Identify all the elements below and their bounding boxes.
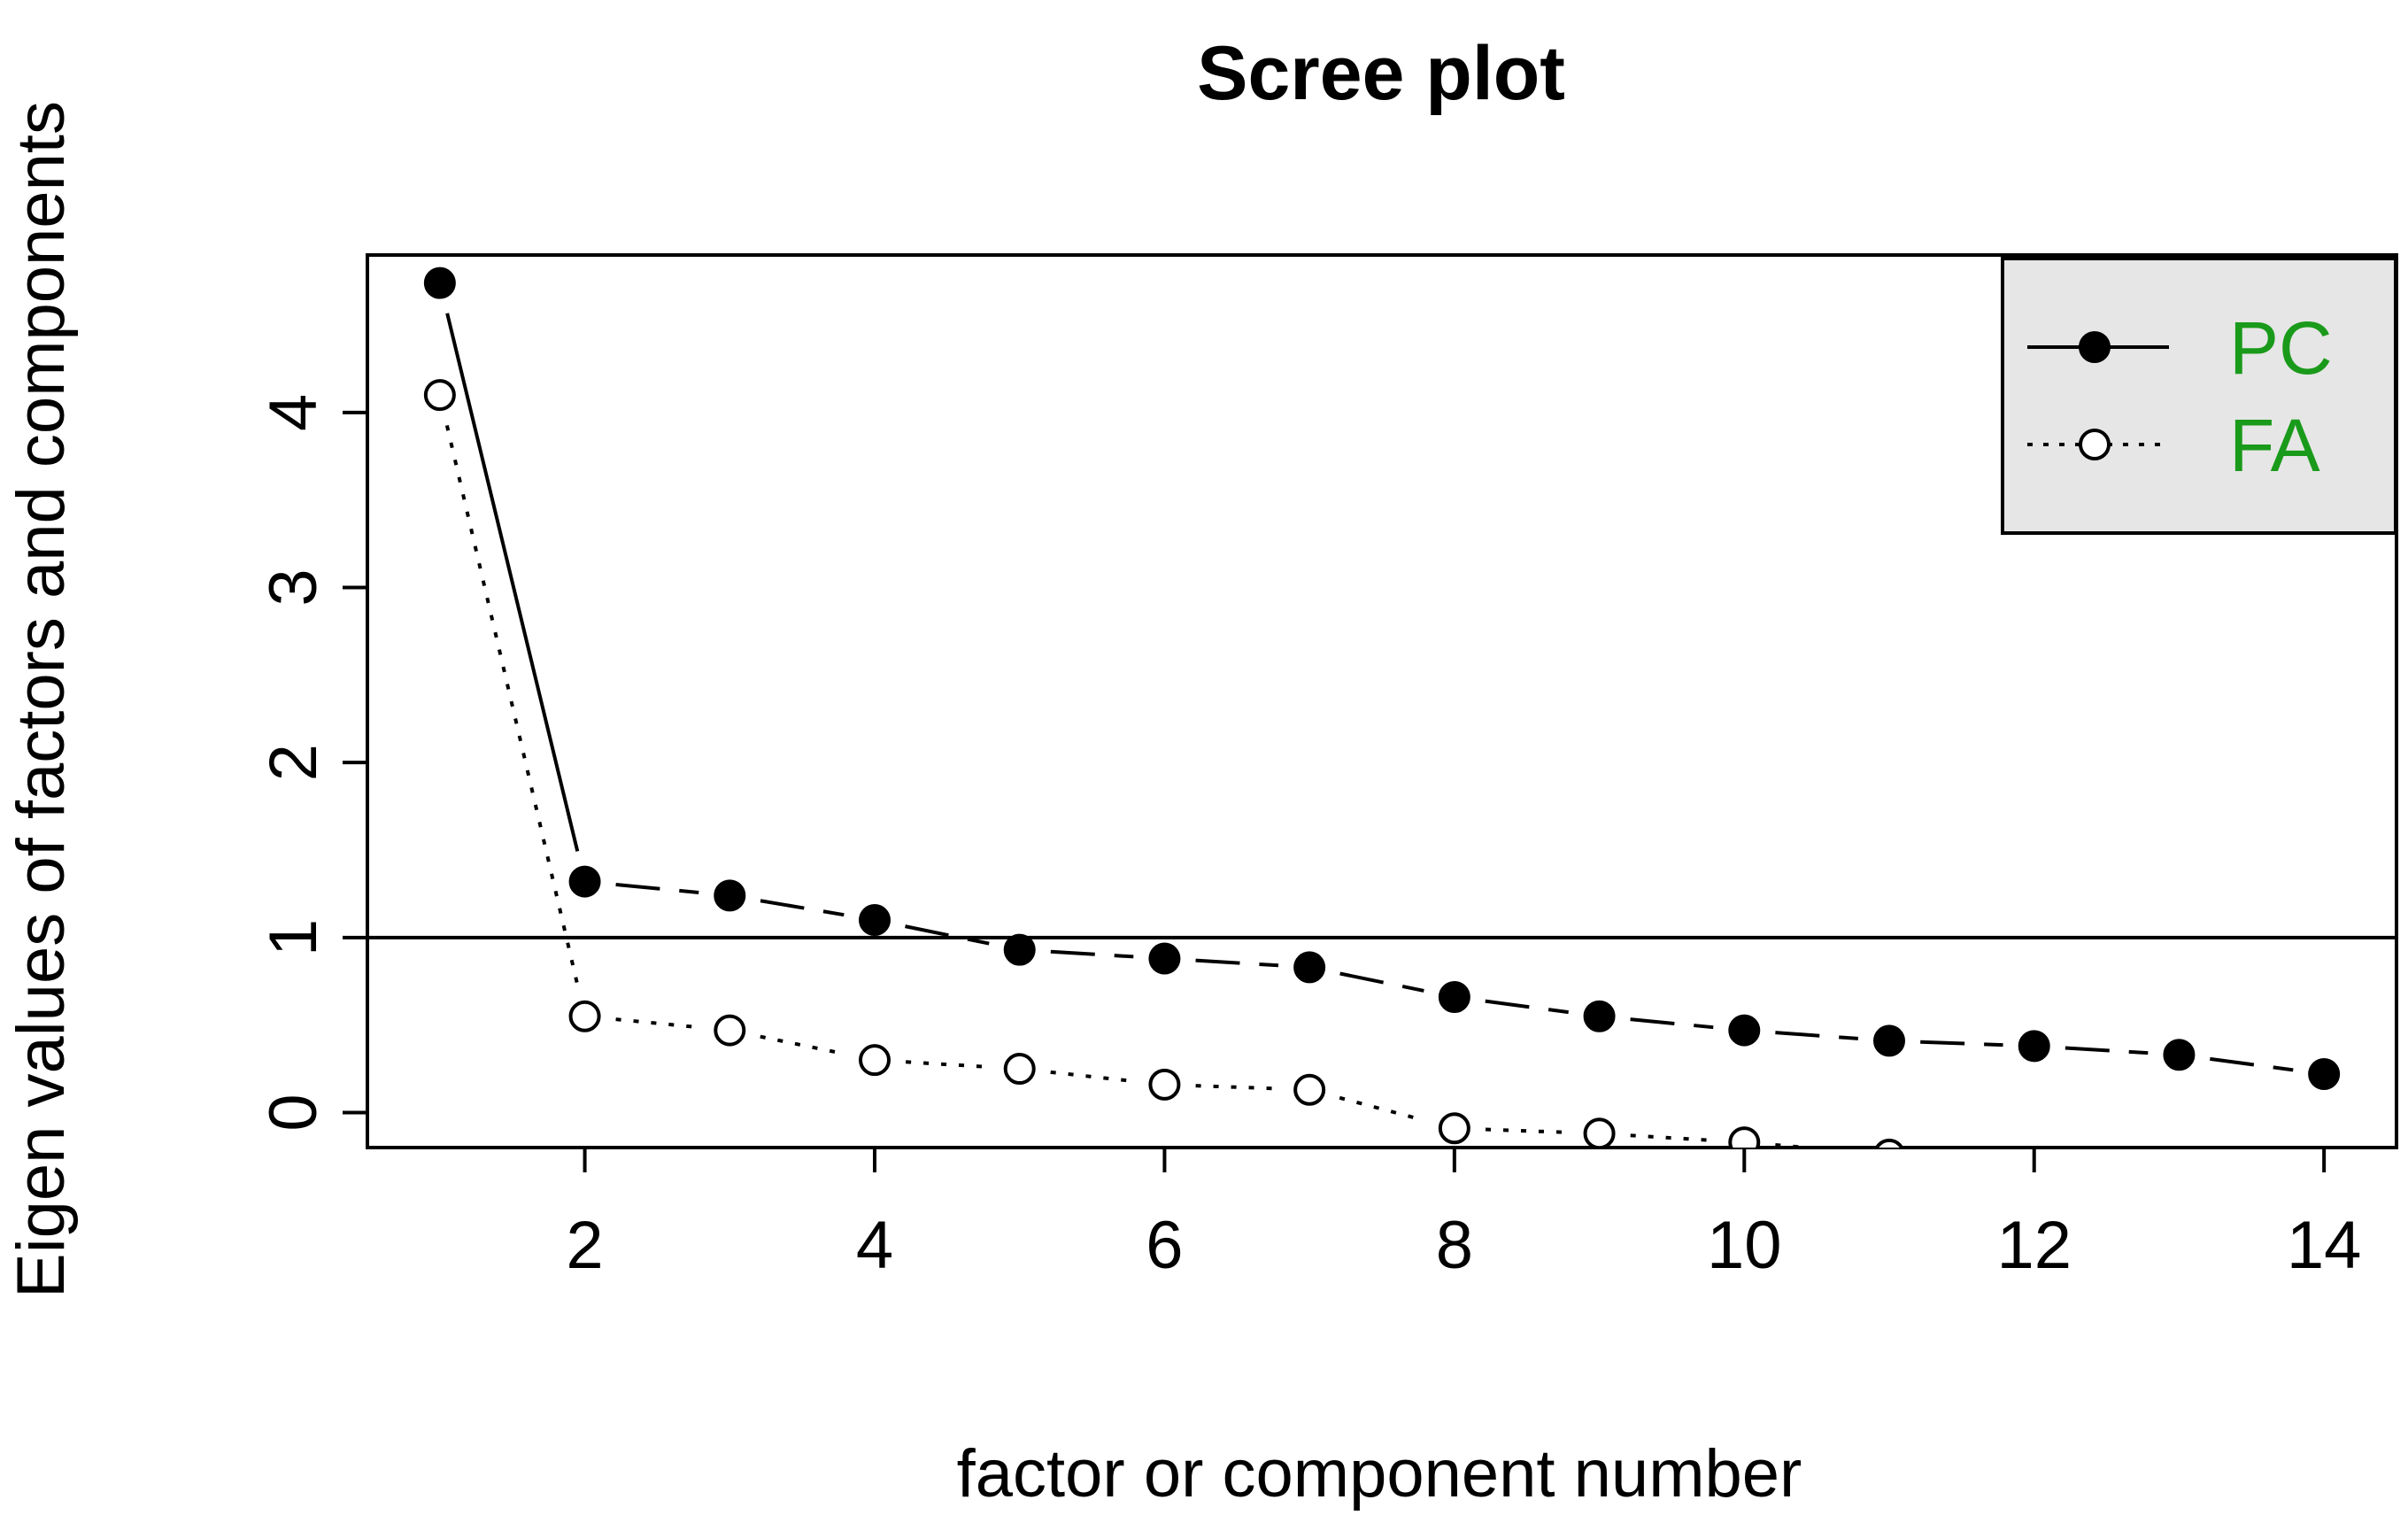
legend-fa-label: FA (2229, 404, 2320, 487)
y-tick-label: 1 (256, 919, 331, 956)
pc-point (1873, 1024, 1905, 1057)
pc-segment (905, 924, 990, 946)
legend: PC FA (2001, 257, 2397, 535)
fa-point (1874, 1138, 1904, 1148)
pc-point (1728, 1014, 1761, 1047)
pc-segment (1920, 1040, 2003, 1048)
x-axis: 2 4 6 8 10 12 14 (566, 1148, 2361, 1283)
legend-fa-marker (2079, 429, 2111, 460)
fa-point (1583, 1117, 1616, 1148)
fa-segment (1050, 1070, 1134, 1084)
fa-point (1728, 1126, 1761, 1148)
fa-segment (1920, 1156, 2003, 1163)
fa-segment (906, 1060, 989, 1069)
pc-point (1003, 933, 1036, 966)
pc-segment (1339, 971, 1424, 993)
fa-point (2165, 1162, 2193, 1190)
fa-point (1003, 1053, 1036, 1086)
fa-segment (1195, 1084, 1279, 1091)
fa-point (1438, 1112, 1470, 1145)
pc-segment (1050, 949, 1134, 959)
pc-segment (2210, 1056, 2294, 1072)
fa-segment (2065, 1167, 2148, 1173)
fa-point (2310, 1171, 2338, 1200)
pc-point (1438, 981, 1470, 1014)
y-tick-label: 4 (256, 394, 331, 431)
pc-segment (615, 882, 699, 894)
fa-point (714, 1014, 746, 1047)
fa-point (568, 1000, 601, 1032)
pc-segment (1195, 958, 1279, 968)
fa-segment (760, 1034, 845, 1056)
x-tick-label: 6 (1146, 1208, 1183, 1283)
pc-point (1148, 942, 1181, 975)
pc-point (2163, 1039, 2196, 1071)
x-tick-label: 4 (856, 1208, 893, 1283)
series-group (423, 267, 2341, 1200)
x-tick-label: 8 (1436, 1208, 1473, 1283)
pc-point (1293, 951, 1326, 984)
fa-segment (444, 424, 580, 986)
fa-segment (2211, 1178, 2293, 1184)
fa-point (423, 379, 456, 412)
chart-title: Scree plot (1197, 31, 1565, 116)
y-tick-label: 3 (256, 568, 331, 606)
fa-segment (1485, 1127, 1569, 1134)
x-tick-label: 14 (2287, 1208, 2362, 1283)
pc-point (859, 904, 891, 937)
pc-segment (1485, 999, 1569, 1015)
y-tick-label: 2 (256, 744, 331, 781)
fa-segment (1630, 1133, 1714, 1142)
pc-segment (760, 899, 845, 917)
fa-point (1148, 1068, 1181, 1101)
legend-pc-marker (2079, 331, 2111, 363)
pc-point (714, 879, 746, 912)
pc-point (2018, 1030, 2050, 1063)
pc-segment (1775, 1031, 1859, 1040)
x-tick-label: 10 (1707, 1208, 1782, 1283)
pc-point (2308, 1057, 2341, 1090)
x-tick-label: 2 (566, 1208, 603, 1283)
plot-frame (366, 253, 2398, 1149)
fa-segment (615, 1017, 699, 1030)
pc-segment (2065, 1046, 2149, 1055)
y-axis-label: Eigen values of factors and components (4, 101, 79, 1298)
y-tick-label: 0 (256, 1094, 331, 1131)
fa-point (859, 1044, 891, 1077)
legend-box (2001, 257, 2397, 535)
pc-point (568, 865, 601, 898)
pc-point (1583, 1000, 1616, 1032)
pc-segment (1630, 1017, 1714, 1030)
pc-point (423, 267, 456, 299)
fa-segment (1339, 1095, 1425, 1123)
y-axis: 0 1 2 3 4 (256, 394, 367, 1132)
pc-segment (445, 313, 580, 852)
x-axis-label: factor or component number (957, 1436, 1802, 1511)
x-tick-label: 12 (1996, 1208, 2072, 1283)
fa-point (1293, 1073, 1326, 1106)
legend-pc-label: PC (2229, 306, 2333, 390)
